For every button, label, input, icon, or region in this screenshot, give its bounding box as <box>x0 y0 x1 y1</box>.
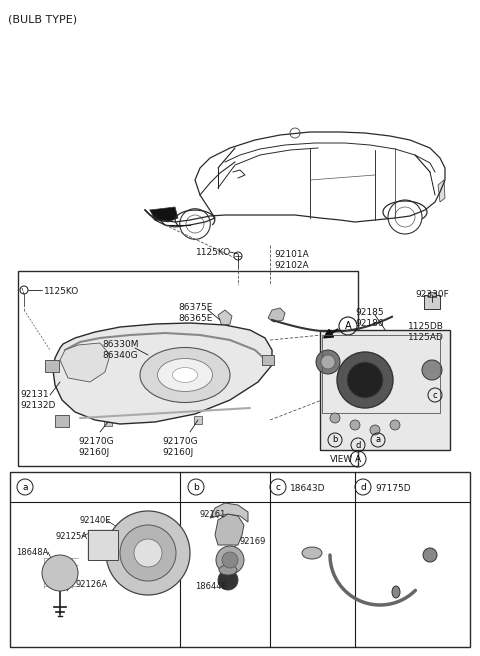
Text: 92125A: 92125A <box>55 532 87 541</box>
Circle shape <box>370 425 380 435</box>
Polygon shape <box>210 503 248 522</box>
Circle shape <box>120 525 176 581</box>
Text: a: a <box>22 483 28 491</box>
Text: A: A <box>345 321 351 331</box>
Circle shape <box>390 420 400 430</box>
Text: 92102A: 92102A <box>274 261 309 270</box>
Bar <box>194 416 202 424</box>
Text: A: A <box>355 455 361 464</box>
Bar <box>322 335 440 413</box>
Text: c: c <box>432 390 437 400</box>
Polygon shape <box>215 514 244 545</box>
Text: 86330M: 86330M <box>102 340 139 349</box>
Text: 92170G: 92170G <box>78 437 114 446</box>
Text: (BULB TYPE): (BULB TYPE) <box>8 14 77 24</box>
Text: 1125AD: 1125AD <box>408 333 444 342</box>
Ellipse shape <box>219 565 237 575</box>
Text: VIEW: VIEW <box>330 455 353 464</box>
Circle shape <box>422 360 442 380</box>
Text: 92140E: 92140E <box>80 516 111 525</box>
Text: 86365E: 86365E <box>178 314 212 323</box>
Text: 92126A: 92126A <box>75 580 107 589</box>
Bar <box>262 355 274 365</box>
Circle shape <box>216 546 244 574</box>
Ellipse shape <box>157 358 213 392</box>
Text: 92161: 92161 <box>200 510 227 519</box>
Text: 18644E: 18644E <box>195 582 227 591</box>
Text: a: a <box>375 436 381 445</box>
Text: 92160J: 92160J <box>162 448 193 457</box>
Text: 18648A: 18648A <box>16 548 48 557</box>
Polygon shape <box>438 180 445 202</box>
Circle shape <box>321 355 335 369</box>
Text: 92101A: 92101A <box>274 250 309 259</box>
Text: 97175D: 97175D <box>375 484 410 493</box>
Circle shape <box>423 548 437 562</box>
Text: 92330F: 92330F <box>415 290 449 299</box>
Circle shape <box>350 420 360 430</box>
Text: 1125KO: 1125KO <box>44 287 79 296</box>
Polygon shape <box>218 310 232 326</box>
Bar <box>55 415 69 427</box>
Polygon shape <box>268 308 285 322</box>
Text: 1125KO: 1125KO <box>196 248 231 257</box>
Circle shape <box>134 539 162 567</box>
Circle shape <box>347 362 383 398</box>
Bar <box>10 472 470 647</box>
Bar <box>104 418 112 426</box>
Bar <box>320 330 450 450</box>
Text: c: c <box>276 483 280 491</box>
Text: 92170G: 92170G <box>162 437 198 446</box>
Circle shape <box>222 552 238 568</box>
Circle shape <box>218 570 238 590</box>
Polygon shape <box>60 343 110 382</box>
Bar <box>428 292 436 297</box>
Ellipse shape <box>302 547 322 559</box>
Text: 92131: 92131 <box>20 390 48 399</box>
Text: d: d <box>355 440 360 449</box>
Circle shape <box>42 555 78 591</box>
Bar <box>18 271 358 466</box>
Bar <box>88 530 118 560</box>
Text: 92169: 92169 <box>240 537 266 546</box>
Text: d: d <box>360 483 366 491</box>
Text: 1125DB: 1125DB <box>408 322 444 331</box>
Ellipse shape <box>140 348 230 403</box>
Circle shape <box>330 413 340 423</box>
Text: 92132D: 92132D <box>20 401 55 410</box>
Ellipse shape <box>172 367 197 382</box>
Circle shape <box>106 511 190 595</box>
Ellipse shape <box>392 586 400 598</box>
Polygon shape <box>53 323 272 424</box>
Circle shape <box>316 350 340 374</box>
Text: b: b <box>332 436 338 445</box>
Text: 92160J: 92160J <box>78 448 109 457</box>
Text: 92185: 92185 <box>355 308 384 317</box>
Polygon shape <box>150 207 178 222</box>
Bar <box>45 360 59 372</box>
Text: 86375E: 86375E <box>178 303 212 312</box>
Text: 92186: 92186 <box>355 319 384 328</box>
Circle shape <box>337 352 393 408</box>
Text: 86340G: 86340G <box>102 351 138 360</box>
Bar <box>424 295 440 309</box>
Text: 18643D: 18643D <box>290 484 325 493</box>
Text: b: b <box>193 483 199 491</box>
